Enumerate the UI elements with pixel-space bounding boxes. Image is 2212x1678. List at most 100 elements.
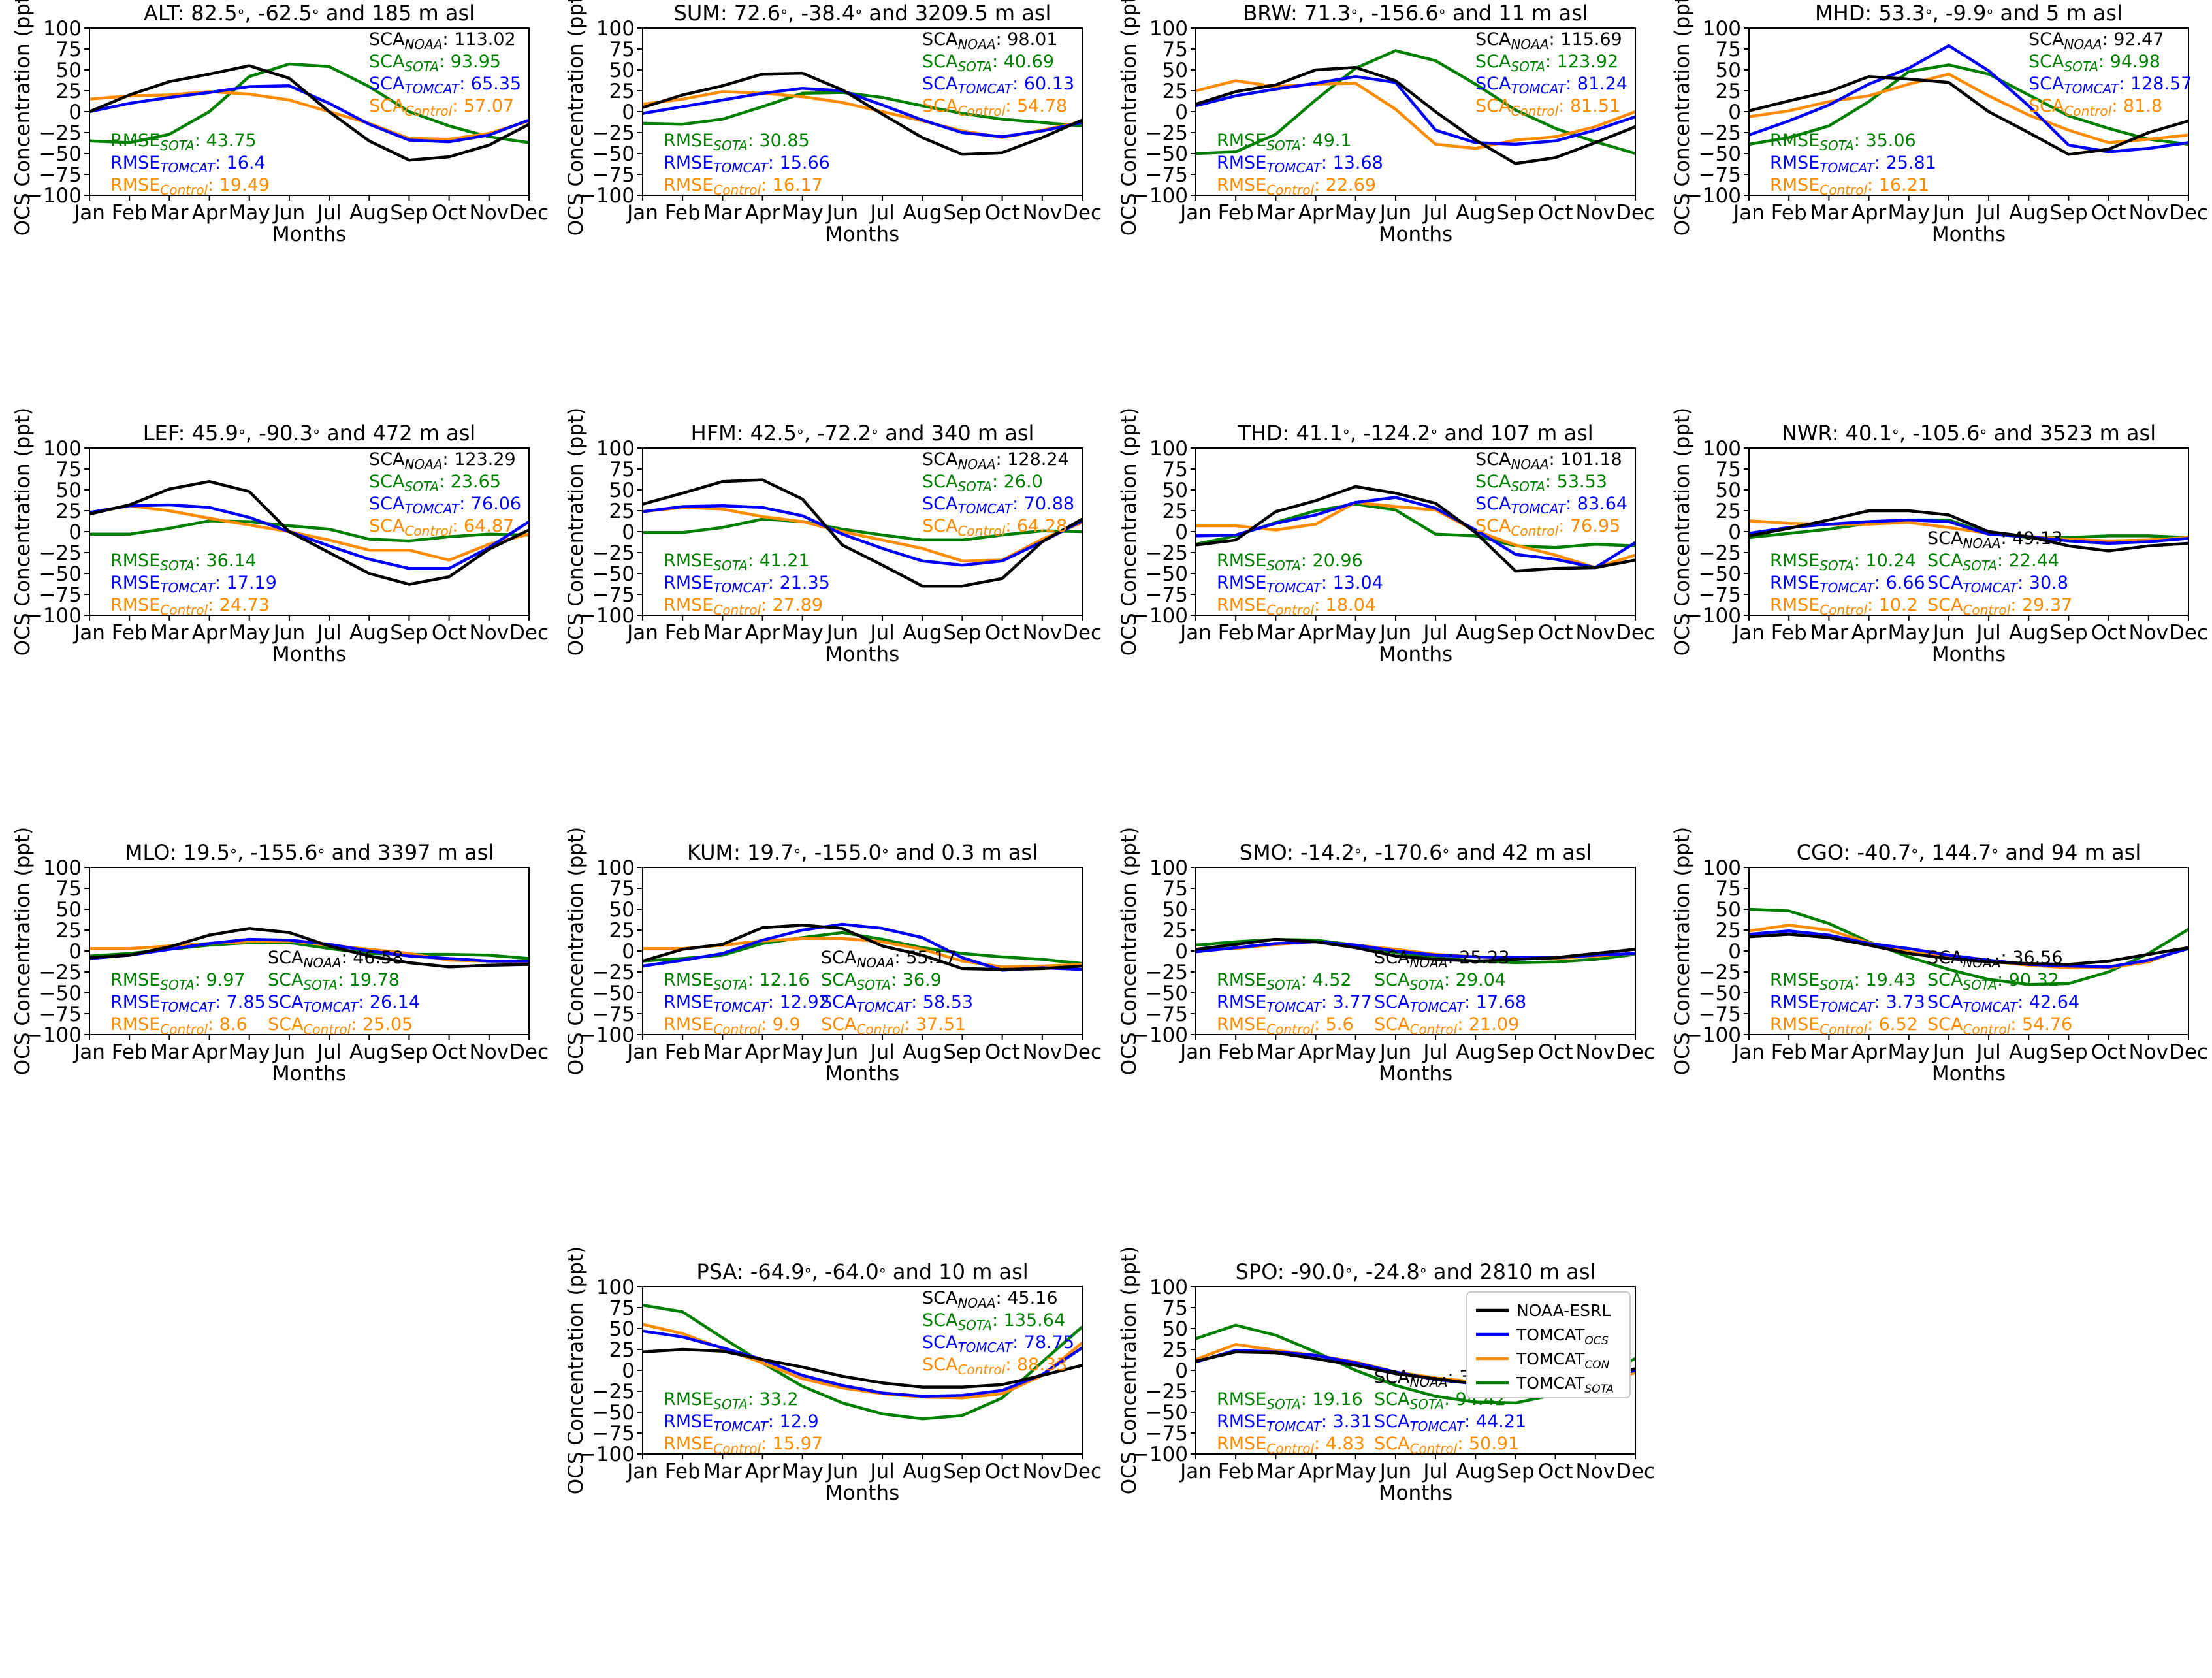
- series-line-tomcat-sota: [89, 62, 530, 144]
- y-tick-label: 75: [56, 877, 82, 901]
- series-line-tomcat-sota: [1195, 49, 1636, 155]
- x-tick-label: Feb: [112, 1041, 148, 1064]
- panel-thd: THD: 41.1°, -124.2° and 107 m asl 1007550…: [1117, 408, 1655, 666]
- y-tick-label: 0: [1175, 521, 1188, 544]
- x-tick-label: Apr: [192, 1041, 227, 1064]
- sca-tomcat: SCATOMCAT: 26.14: [268, 992, 420, 1015]
- panel-title: ALT: 82.5°, -62.5° and 185 m asl: [144, 1, 475, 25]
- x-tick-label: Oct: [985, 1460, 1020, 1483]
- rmse-sota: RMSESOTA: 9.97: [110, 970, 246, 993]
- rmse-sota: RMSESOTA: 41.21: [664, 551, 810, 573]
- x-tick-label: Aug: [349, 201, 389, 225]
- y-tick-label: −75: [1146, 163, 1188, 187]
- x-tick-label: Apr: [1298, 621, 1334, 645]
- x-tick-label: Apr: [745, 201, 780, 225]
- sca-control: SCAControl: 76.95: [1475, 516, 1620, 539]
- y-tick-label: −75: [39, 163, 82, 187]
- y-tick-label: 50: [609, 59, 635, 82]
- series-line-tomcat-ocs: [89, 503, 530, 570]
- y-tick-label: 100: [1149, 437, 1188, 460]
- y-tick-label: 75: [609, 1297, 635, 1320]
- x-tick-label: Mar: [150, 201, 189, 225]
- rmse-tomcat: RMSETOMCAT: 17.19: [110, 573, 277, 596]
- x-tick-label: Jul: [1975, 1041, 2000, 1064]
- panel-nwr: NWR: 40.1°, -105.6° and 3523 m asl 100755…: [1671, 408, 2208, 666]
- y-tick-label: −100: [1132, 1024, 1188, 1047]
- y-tick-label: −25: [1699, 961, 1741, 984]
- x-axis-label: Months: [825, 1481, 899, 1505]
- panel-title: SMO: -14.2°, -170.6° and 42 m asl: [1240, 840, 1592, 865]
- y-tick-label: 100: [596, 17, 635, 40]
- x-tick-label: Sep: [2049, 201, 2087, 225]
- rmse-control: RMSEControl: 6.52: [1770, 1014, 1918, 1037]
- rmse-sota: RMSESOTA: 33.2: [664, 1389, 799, 1412]
- series-line-noaa-esrl: [1748, 74, 2189, 156]
- rmse-control: RMSEControl: 4.83: [1217, 1434, 1365, 1457]
- rmse-tomcat: RMSETOMCAT: 15.66: [664, 153, 830, 176]
- y-tick-label: −50: [39, 562, 82, 586]
- x-tick-label: Mar: [703, 1041, 742, 1064]
- x-tick-label: Feb: [665, 621, 701, 645]
- sca-tomcat: SCATOMCAT: 65.35: [369, 74, 521, 97]
- x-tick-label: Mar: [1257, 621, 1295, 645]
- y-tick-label: 75: [1716, 877, 1741, 901]
- sca-sota: SCASOTA: 90.32: [1927, 970, 2059, 993]
- y-tick-label: −75: [592, 1003, 635, 1026]
- y-tick-label: 50: [56, 59, 82, 82]
- y-tick-label: 25: [609, 1338, 635, 1362]
- sca-noaa: SCANOAA: 101.18: [1475, 449, 1622, 472]
- x-axis-label: Months: [1379, 643, 1452, 666]
- y-tick-label: 50: [1162, 898, 1188, 922]
- y-tick-label: −100: [26, 1024, 82, 1047]
- y-axis-label: OCS Concentration (ppt): [1117, 827, 1141, 1075]
- series-line-tomcat-con: [89, 504, 530, 562]
- x-axis-label: Months: [1379, 1062, 1452, 1086]
- x-tick-label: Jul: [869, 201, 894, 225]
- y-tick-label: 50: [1716, 898, 1741, 922]
- panel-mhd: MHD: 53.3°, -9.9° and 5 m asl1007550250−…: [1671, 0, 2208, 246]
- series-line-noaa-esrl: [1195, 485, 1636, 573]
- y-tick-label: 0: [622, 101, 635, 124]
- plot-frame: [1748, 447, 2189, 616]
- y-tick-label: −25: [1699, 541, 1741, 565]
- x-tick-label: Feb: [1218, 1460, 1254, 1483]
- x-tick-label: Jul: [1422, 1041, 1447, 1064]
- series-line-noaa-esrl: [89, 927, 530, 969]
- x-tick-label: Dec: [509, 201, 549, 225]
- x-tick-label: Nov: [1023, 201, 1063, 225]
- x-tick-label: May: [782, 621, 824, 645]
- panel-title: NWR: 40.1°, -105.6° and 3523 m asl: [1782, 421, 2156, 445]
- x-tick-label: Oct: [432, 621, 467, 645]
- y-axis-label: OCS Concentration (ppt): [1671, 827, 1694, 1075]
- y-tick-label: −100: [579, 604, 635, 628]
- x-tick-label: Nov: [2129, 621, 2169, 645]
- series-line-noaa-esrl: [89, 64, 530, 162]
- x-tick-label: Oct: [432, 1041, 467, 1064]
- sca-sota: SCASOTA: 19.78: [268, 970, 400, 993]
- sca-tomcat: SCATOMCAT: 44.21: [1374, 1412, 1526, 1434]
- x-tick-label: Sep: [390, 621, 428, 645]
- x-tick-label: Aug: [1456, 201, 1496, 225]
- series-line-tomcat-ocs: [642, 86, 1083, 138]
- x-tick-label: Feb: [1771, 201, 1807, 225]
- y-tick-label: 100: [596, 437, 635, 460]
- rmse-sota: RMSESOTA: 19.16: [1217, 1389, 1363, 1412]
- y-tick-label: 0: [1728, 521, 1741, 544]
- panel-title: PSA: -64.9°, -64.0° and 10 m asl: [696, 1259, 1028, 1284]
- rmse-control: RMSEControl: 15.97: [664, 1434, 823, 1457]
- y-tick-label: 25: [1716, 919, 1741, 943]
- sca-noaa: SCANOAA: 128.24: [922, 449, 1069, 472]
- y-tick-label: 50: [609, 898, 635, 922]
- rmse-sota: RMSESOTA: 12.16: [664, 970, 810, 993]
- sca-control: SCAControl: 29.37: [1927, 595, 2072, 618]
- x-tick-label: Apr: [192, 201, 227, 225]
- x-tick-label: Jun: [272, 1041, 305, 1064]
- y-tick-label: −75: [1146, 1422, 1188, 1445]
- panel-cgo: CGO: -40.7°, 144.7° and 94 m asl 10075502…: [1671, 827, 2208, 1086]
- x-tick-label: Aug: [903, 621, 942, 645]
- x-tick-label: Dec: [1616, 201, 1655, 225]
- sca-noaa: SCANOAA: 49.13: [1927, 528, 2063, 551]
- x-tick-label: Sep: [390, 201, 428, 225]
- x-tick-label: Jun: [272, 621, 305, 645]
- x-tick-label: Jul: [315, 621, 341, 645]
